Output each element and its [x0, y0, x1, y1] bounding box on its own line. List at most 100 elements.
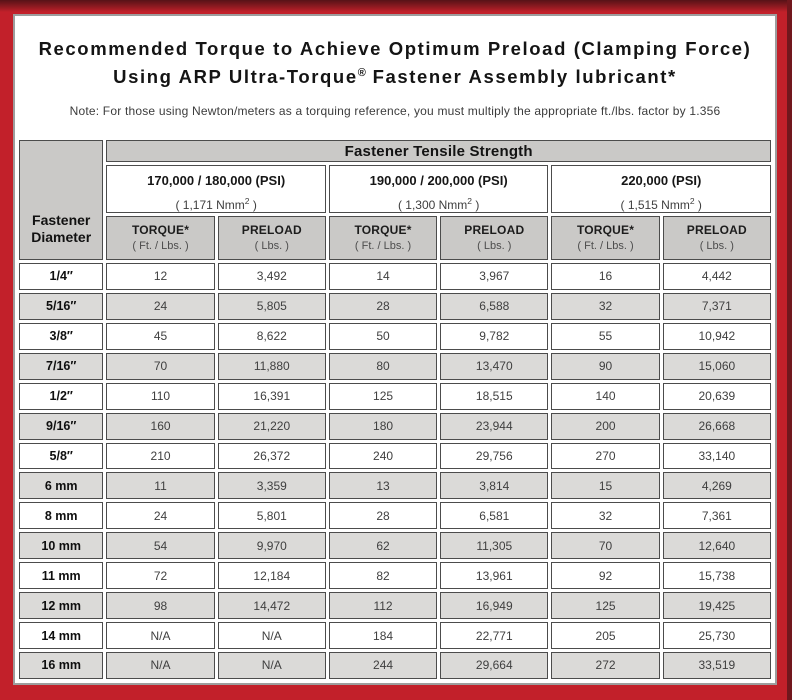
- registered-trademark-symbol: ®: [357, 67, 366, 79]
- table-row: 1/4″ 12 3,492 14 3,967 16 4,442: [19, 263, 771, 290]
- torque-value-cell: 125: [328, 382, 438, 410]
- torque-value-cell: 184: [328, 622, 438, 649]
- torque-value-cell: 90: [551, 352, 660, 380]
- table-row: 6 mm 11 3,359 13 3,814 15 4,269: [19, 472, 771, 500]
- preload-value-cell: 15,738: [662, 562, 771, 590]
- preload-value-cell: 23,944: [440, 412, 549, 440]
- preload-value-cell: N/A: [217, 622, 326, 649]
- preload-value-cell: 29,664: [440, 651, 549, 679]
- torque-value-cell: 11: [106, 472, 215, 500]
- table-row: 5/8″ 210 26,372 240 29,756 270 33,140: [19, 442, 771, 470]
- torque-value-cell: 92: [551, 562, 660, 590]
- torque-value-cell: 210: [106, 442, 215, 470]
- torque-value-cell: 32: [551, 292, 660, 320]
- fastener-diameter-cell: 16 mm: [19, 651, 104, 679]
- psi-group-220: 220,000 (PSI) ( 1,515 Nmm2 ): [551, 165, 771, 213]
- preload-value-cell: 14,472: [217, 592, 326, 620]
- torque-value-cell: 140: [551, 382, 660, 410]
- torque-value-cell: 13: [328, 472, 438, 500]
- preload-value-cell: 16,949: [440, 592, 549, 620]
- table-row: 8 mm 24 5,801 28 6,581 32 7,361: [19, 502, 771, 530]
- torque-value-cell: 32: [551, 502, 660, 530]
- preload-value-cell: 10,942: [662, 322, 771, 350]
- preload-value-cell: 15,060: [662, 352, 771, 380]
- tensile-strength-header: Fastener Tensile Strength: [106, 140, 771, 162]
- nmm-label: ( 1,300 Nmm2 ): [397, 196, 480, 212]
- preload-value-cell: 20,639: [662, 382, 771, 410]
- header-row-units: TORQUE* ( Ft. / Lbs. ) PRELOAD ( Lbs. ) …: [19, 216, 771, 260]
- torque-value-cell: 180: [328, 412, 438, 440]
- preload-value-cell: 11,880: [217, 352, 326, 380]
- torque-value-cell: 15: [551, 472, 660, 500]
- preload-value-cell: 12,184: [217, 562, 326, 590]
- torque-value-cell: 82: [328, 562, 438, 590]
- fastener-diameter-cell: 12 mm: [19, 592, 104, 620]
- title-block: Recommended Torque to Achieve Optimum Pr…: [15, 16, 775, 136]
- frame-top-dark-strip: [0, 0, 792, 12]
- torque-value-cell: 70: [106, 352, 215, 380]
- torque-column-header: TORQUE* ( Ft. / Lbs. ): [551, 216, 660, 260]
- psi-group-190-200: 190,000 / 200,000 (PSI) ( 1,300 Nmm2 ): [328, 165, 549, 213]
- torque-column-header: TORQUE* ( Ft. / Lbs. ): [328, 216, 438, 260]
- torque-value-cell: 98: [106, 592, 215, 620]
- torque-value-cell: 16: [551, 263, 660, 290]
- torque-value-cell: 55: [551, 322, 660, 350]
- preload-value-cell: 3,359: [217, 472, 326, 500]
- torque-value-cell: 45: [106, 322, 215, 350]
- preload-value-cell: 25,730: [662, 622, 771, 649]
- preload-value-cell: 9,970: [217, 532, 326, 560]
- fastener-diameter-cell: 14 mm: [19, 622, 104, 649]
- table-row: 12 mm 98 14,472 112 16,949 125 19,425: [19, 592, 771, 620]
- torque-value-cell: 72: [106, 562, 215, 590]
- nmm-label: ( 1,515 Nmm2 ): [620, 196, 702, 212]
- preload-value-cell: 18,515: [440, 382, 549, 410]
- torque-value-cell: 205: [551, 622, 660, 649]
- torque-value-cell: N/A: [106, 651, 215, 679]
- torque-value-cell: 240: [328, 442, 438, 470]
- preload-value-cell: 33,140: [662, 442, 771, 470]
- torque-value-cell: 54: [106, 532, 215, 560]
- page-title: Recommended Torque to Achieve Optimum Pr…: [15, 16, 775, 89]
- fastener-diameter-cell: 8 mm: [19, 502, 104, 530]
- torque-value-cell: 70: [551, 532, 660, 560]
- fastener-diameter-cell: 1/2″: [19, 382, 104, 410]
- note-text: Note: For those using Newton/meters as a…: [69, 104, 721, 119]
- content-panel: Recommended Torque to Achieve Optimum Pr…: [13, 14, 777, 685]
- fastener-diameter-cell: 5/8″: [19, 442, 104, 470]
- preload-value-cell: 26,372: [217, 442, 326, 470]
- preload-value-cell: 4,269: [662, 472, 771, 500]
- table-row: 3/8″ 45 8,622 50 9,782 55 10,942: [19, 322, 771, 350]
- torque-value-cell: 112: [328, 592, 438, 620]
- preload-value-cell: 7,371: [662, 292, 771, 320]
- psi-label: 190,000 / 200,000 (PSI): [369, 173, 508, 188]
- preload-value-cell: 26,668: [662, 412, 771, 440]
- torque-value-cell: 200: [551, 412, 660, 440]
- torque-value-cell: 28: [328, 292, 438, 320]
- preload-value-cell: 29,756: [440, 442, 549, 470]
- torque-value-cell: 62: [328, 532, 438, 560]
- table-row: 10 mm 54 9,970 62 11,305 70 12,640: [19, 532, 771, 560]
- fastener-diameter-cell: 7/16″: [19, 352, 104, 380]
- preload-column-header: PRELOAD ( Lbs. ): [440, 216, 549, 260]
- preload-value-cell: 8,622: [217, 322, 326, 350]
- torque-table-wrap: Fastener Diameter Fastener Tensile Stren…: [15, 136, 775, 683]
- torque-table: Fastener Diameter Fastener Tensile Stren…: [16, 137, 774, 682]
- fastener-diameter-cell: 3/8″: [19, 322, 104, 350]
- torque-value-cell: 244: [328, 651, 438, 679]
- fastener-diameter-header-line2: Diameter: [31, 229, 92, 245]
- preload-value-cell: 6,581: [440, 502, 549, 530]
- torque-value-cell: 14: [328, 263, 438, 290]
- torque-value-cell: 160: [106, 412, 215, 440]
- nmm-label: ( 1,171 Nmm2 ): [175, 196, 257, 212]
- page-title-line2: Using ARP Ultra-Torque® Fastener Assembl…: [113, 66, 677, 88]
- torque-value-cell: 80: [328, 352, 438, 380]
- preload-value-cell: 22,771: [440, 622, 549, 649]
- table-row: 7/16″ 70 11,880 80 13,470 90 15,060: [19, 352, 771, 380]
- table-row: 14 mm N/A N/A 184 22,771 205 25,730: [19, 622, 771, 649]
- header-row-tensile: Fastener Diameter Fastener Tensile Stren…: [19, 140, 771, 260]
- preload-value-cell: 5,805: [217, 292, 326, 320]
- preload-value-cell: 13,961: [440, 562, 549, 590]
- torque-value-cell: 125: [551, 592, 660, 620]
- table-row: 9/16″ 160 21,220 180 23,944 200 26,668: [19, 412, 771, 440]
- preload-value-cell: 6,588: [440, 292, 549, 320]
